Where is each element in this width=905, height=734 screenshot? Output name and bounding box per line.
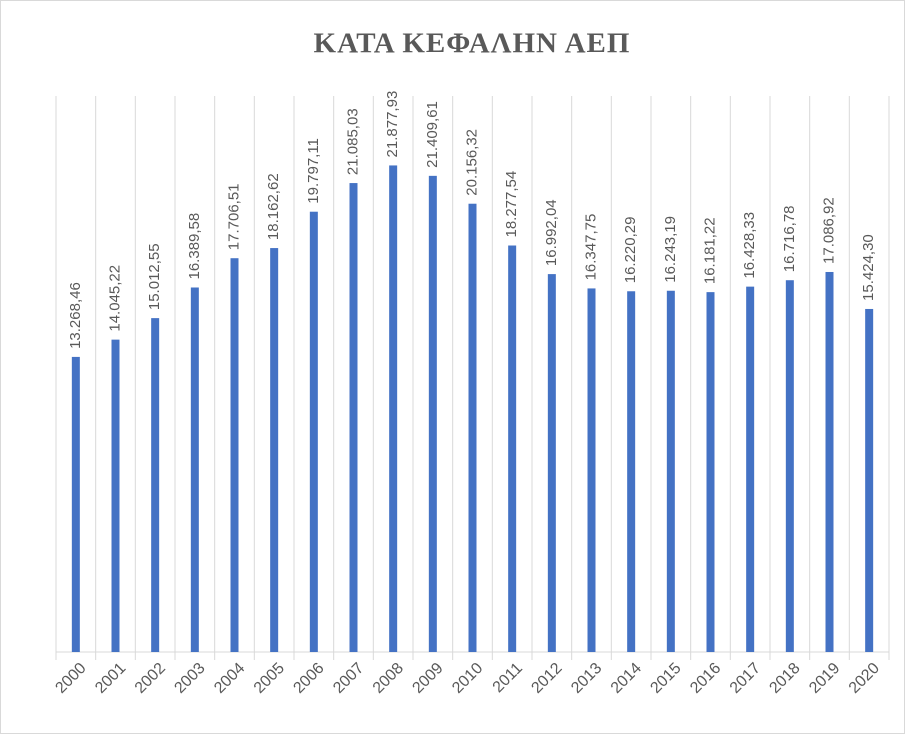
value-label: 17.706,51 [225,183,242,250]
bar [270,248,279,652]
value-label: 16.428,33 [741,212,758,279]
value-label: 21.409,61 [424,101,441,168]
value-label: 20.156,32 [463,129,480,196]
chart-title: ΚΑΤΑ ΚΕΦΑΛΗΝ ΑΕΠ [314,28,631,60]
value-label: 14.045,22 [106,265,123,332]
bar [389,165,398,653]
bar [666,290,675,652]
value-label: 16.389,58 [186,213,203,280]
bar [865,308,874,652]
bar [71,356,80,652]
value-label: 15.012,55 [146,243,163,310]
value-label: 13.268,46 [67,282,84,349]
bar [111,339,120,652]
bar [627,291,636,652]
bar [190,287,199,652]
bar [151,318,160,652]
value-label: 18.277,54 [503,171,520,238]
bar [508,245,517,652]
bar [309,211,318,652]
value-label: 16.220,29 [622,217,639,284]
value-label: 19.797,11 [305,138,322,204]
bar [428,175,437,652]
bar [706,292,715,652]
value-label: 15.424,30 [860,234,877,301]
bar [547,274,556,652]
bar [230,258,239,652]
value-label: 16.716,78 [781,205,798,272]
value-label: 16.992,04 [543,199,560,266]
bar [587,288,596,652]
value-label: 18.162,62 [265,173,282,240]
bar [468,203,477,652]
bar [785,280,794,652]
bar [349,183,358,652]
value-label: 16.243,19 [662,216,679,283]
value-label: 17.086,92 [820,197,837,264]
value-label: 21.085,03 [344,108,361,175]
bar [746,286,755,652]
value-label: 21.877,93 [384,91,401,158]
value-label: 16.181,22 [701,217,718,284]
value-label: 16.347,75 [582,214,599,281]
bar [825,271,834,652]
